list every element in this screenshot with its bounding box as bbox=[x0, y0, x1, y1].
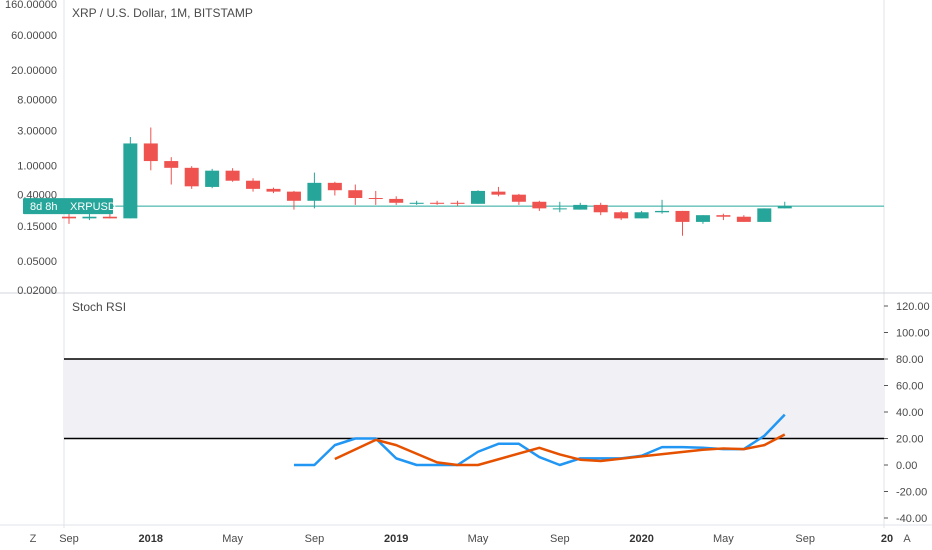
time-axis-label: 2018 bbox=[139, 533, 163, 545]
candle-body bbox=[286, 191, 301, 201]
candle-body bbox=[695, 215, 710, 222]
rsi-axis-label: 20.00 bbox=[896, 434, 924, 446]
candlestick-series bbox=[62, 127, 792, 236]
indicator-title: Stoch RSI bbox=[72, 300, 126, 314]
candle-body bbox=[573, 204, 588, 210]
price-axis-label: 1.00000 bbox=[17, 161, 57, 173]
candle-body bbox=[450, 202, 465, 204]
time-axis-label: 2019 bbox=[384, 533, 408, 545]
candle-body bbox=[164, 161, 179, 168]
candle-body bbox=[307, 182, 322, 201]
candle-body bbox=[634, 212, 649, 219]
candle-body bbox=[327, 182, 342, 191]
candle-body bbox=[246, 180, 261, 189]
candle-body bbox=[593, 204, 608, 213]
price-axis-label: 8.00000 bbox=[17, 94, 57, 106]
stoch-rsi-series bbox=[293, 413, 786, 467]
candle-body bbox=[82, 216, 97, 219]
rsi-axis-label: 40.00 bbox=[896, 407, 924, 419]
rsi-band-fill bbox=[64, 359, 884, 439]
candle-body bbox=[777, 206, 792, 209]
price-axis-label: 160.00000 bbox=[5, 0, 57, 11]
candle-body bbox=[62, 216, 76, 219]
rsi-axis[interactable]: 120.00 100.00 80.00 60.00 40.00 20.00 0.00 -20.… bbox=[884, 301, 930, 525]
price-axis: 160.00000 60.00000 20.00000 8.00000 3.00000 1… bbox=[5, 0, 57, 297]
rsi-axis-label: -20.00 bbox=[896, 487, 927, 499]
candle-body bbox=[614, 212, 629, 219]
time-axis[interactable]: Sep 2018 May Sep 2019 May Sep 2020 May Sep 20 bbox=[59, 533, 893, 545]
auto-scale-right-button[interactable]: A bbox=[903, 533, 911, 545]
candle-body bbox=[225, 170, 240, 181]
candle-body bbox=[389, 198, 404, 203]
time-axis-label: Sep bbox=[795, 533, 815, 545]
time-axis-label: 20 bbox=[881, 533, 893, 545]
candle-body bbox=[471, 190, 485, 204]
candle-body bbox=[716, 215, 731, 217]
time-axis-label: May bbox=[713, 533, 734, 545]
candle-body bbox=[102, 216, 117, 219]
price-tag: 8d 8h XRPUSD bbox=[23, 198, 116, 215]
time-axis-label: Sep bbox=[305, 533, 325, 545]
price-axis-label: 0.02000 bbox=[17, 285, 57, 297]
price-axis-label: 3.00000 bbox=[17, 126, 57, 138]
candle-body bbox=[532, 201, 547, 209]
candle-body bbox=[552, 208, 567, 210]
rsi-axis-label: 100.00 bbox=[896, 328, 930, 340]
time-axis-label: May bbox=[468, 533, 489, 545]
rsi-axis-label: 120.00 bbox=[896, 301, 930, 313]
auto-scale-left-button[interactable]: Z bbox=[29, 533, 37, 545]
price-tag-countdown: 8d 8h bbox=[30, 201, 58, 213]
rsi-axis-label: -40.00 bbox=[896, 513, 927, 525]
candle-body bbox=[348, 190, 363, 199]
candle-body bbox=[409, 202, 424, 204]
candle-body bbox=[736, 216, 751, 222]
candle-body bbox=[430, 202, 445, 204]
time-axis-label: 2020 bbox=[629, 533, 653, 545]
stoch-rsi-k-line bbox=[293, 413, 786, 467]
rsi-axis-label: 60.00 bbox=[896, 381, 924, 393]
time-axis-label: Sep bbox=[59, 533, 79, 545]
candle-body bbox=[205, 170, 220, 187]
chart-title: XRP / U.S. Dollar, 1M, BITSTAMP bbox=[72, 6, 253, 20]
candle-body bbox=[511, 194, 526, 202]
rsi-axis-label: 80.00 bbox=[896, 354, 924, 366]
candle-body bbox=[123, 143, 138, 219]
candle-body bbox=[143, 143, 158, 162]
price-tag-symbol: XRPUSD bbox=[70, 201, 116, 213]
price-axis-label: 60.00000 bbox=[11, 30, 57, 42]
candle-body bbox=[655, 210, 670, 213]
time-axis-label: May bbox=[222, 533, 243, 545]
price-axis-label: 0.05000 bbox=[17, 256, 57, 268]
time-axis-label: Sep bbox=[550, 533, 570, 545]
stoch-rsi-d-line bbox=[334, 433, 786, 467]
candle-body bbox=[491, 191, 506, 195]
candle-body bbox=[184, 167, 199, 187]
candle-body bbox=[266, 188, 281, 192]
rsi-axis-label: 0.00 bbox=[896, 460, 917, 472]
candle-body bbox=[757, 208, 772, 222]
price-axis-label: 0.15000 bbox=[17, 221, 57, 233]
price-axis-label: 20.00000 bbox=[11, 65, 57, 77]
candle-body bbox=[675, 210, 690, 222]
candle-body bbox=[368, 198, 383, 200]
